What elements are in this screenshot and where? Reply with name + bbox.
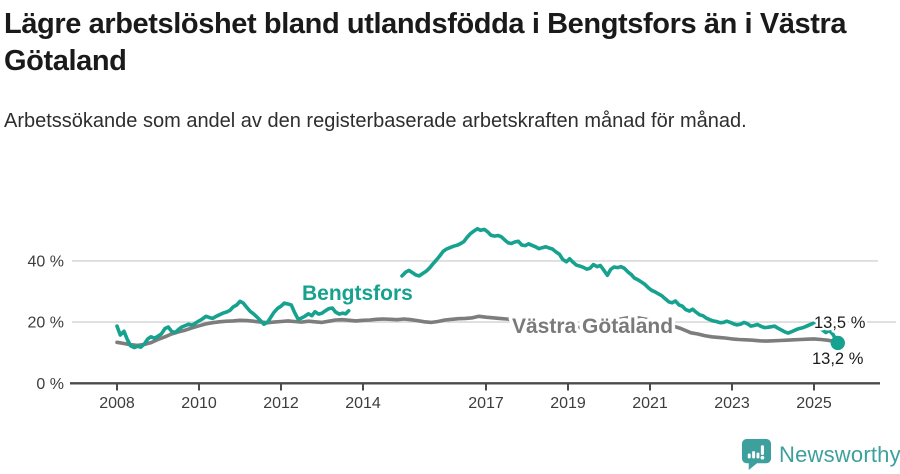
bengtsfors-line bbox=[400, 227, 840, 345]
newsworthy-logo-icon bbox=[741, 439, 772, 470]
y-tick-label: 40 % bbox=[28, 253, 64, 270]
vastra-gotaland-line bbox=[115, 314, 840, 348]
bengtsfors-line bbox=[115, 299, 351, 350]
x-tick-label: 2012 bbox=[263, 395, 299, 412]
y-tick-label: 20 % bbox=[28, 315, 64, 332]
x-tick-label: 2014 bbox=[345, 395, 381, 412]
x-tick-label: 2021 bbox=[632, 395, 668, 412]
end-value-label-bengtsfors: 13,2 % bbox=[812, 350, 864, 368]
bengtsfors-end-dot bbox=[830, 335, 845, 351]
x-tick-label: 2017 bbox=[468, 395, 504, 412]
newsworthy-logo-text: Newsworthy bbox=[779, 441, 900, 467]
series-label-vastra-gotaland: Västra Götaland bbox=[512, 315, 673, 338]
newsworthy-logo: Newsworthy bbox=[741, 438, 900, 471]
page-title: Lägre arbetslöshet bland utlandsfödda i … bbox=[4, 8, 847, 78]
x-tick-label: 2008 bbox=[99, 395, 135, 412]
chart-subtitle: Arbetssökande som andel av den registerb… bbox=[4, 110, 747, 133]
x-tick-label: 2023 bbox=[714, 395, 750, 412]
end-value-label-vastra-gotaland: 13,5 % bbox=[814, 314, 866, 332]
chart-header: Lägre arbetslöshet bland utlandsfödda i … bbox=[4, 6, 896, 136]
x-tick-label: 2025 bbox=[796, 395, 832, 412]
x-tick-label: 2010 bbox=[181, 395, 217, 412]
series-label-bengtsfors: Bengtsfors bbox=[302, 282, 413, 305]
y-tick-label: 0 % bbox=[36, 376, 64, 393]
x-tick-label: 2019 bbox=[550, 395, 586, 412]
